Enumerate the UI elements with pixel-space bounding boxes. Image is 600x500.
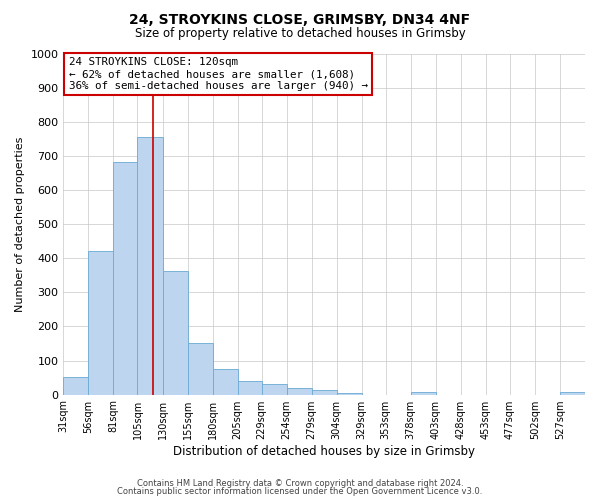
Text: 24 STROYKINS CLOSE: 120sqm
← 62% of detached houses are smaller (1,608)
36% of s: 24 STROYKINS CLOSE: 120sqm ← 62% of deta… [68,58,368,90]
Bar [262,384,287,394]
Bar [137,137,163,394]
Bar [560,392,585,394]
Bar [188,343,212,394]
Bar [337,393,362,394]
Y-axis label: Number of detached properties: Number of detached properties [15,136,25,312]
Bar [64,377,88,394]
Bar [287,388,311,394]
Bar [113,162,137,394]
Bar [212,369,238,394]
Text: Size of property relative to detached houses in Grimsby: Size of property relative to detached ho… [134,28,466,40]
Bar [311,390,337,394]
Bar [411,392,436,394]
Text: Contains public sector information licensed under the Open Government Licence v3: Contains public sector information licen… [118,487,482,496]
Text: Contains HM Land Registry data © Crown copyright and database right 2024.: Contains HM Land Registry data © Crown c… [137,478,463,488]
Text: 24, STROYKINS CLOSE, GRIMSBY, DN34 4NF: 24, STROYKINS CLOSE, GRIMSBY, DN34 4NF [130,12,470,26]
X-axis label: Distribution of detached houses by size in Grimsby: Distribution of detached houses by size … [173,444,475,458]
Bar [88,251,113,394]
Bar [238,381,262,394]
Bar [163,272,188,394]
